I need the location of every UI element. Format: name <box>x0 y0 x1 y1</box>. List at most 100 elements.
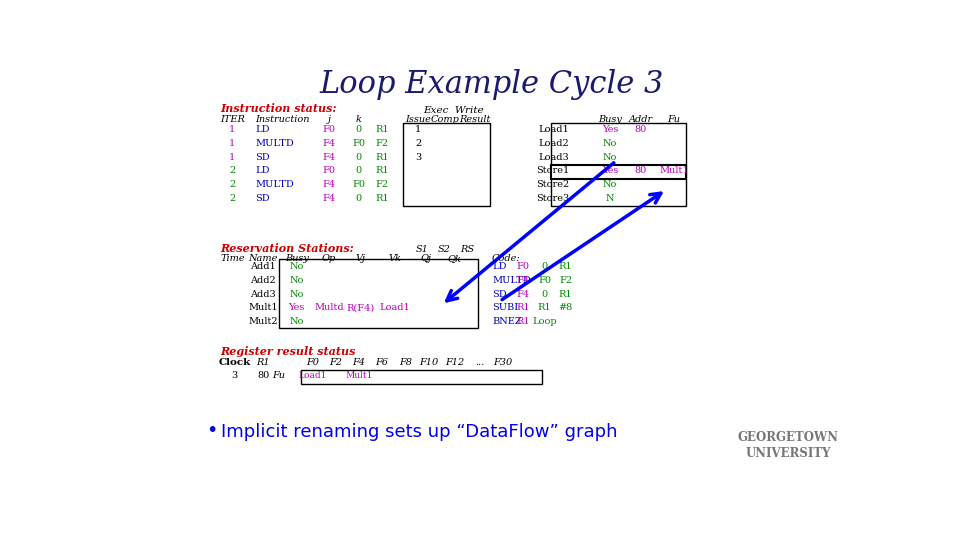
Text: R1: R1 <box>375 125 389 134</box>
Text: 1: 1 <box>229 153 235 161</box>
Text: Yes: Yes <box>602 166 618 176</box>
Text: 0: 0 <box>355 125 362 134</box>
Text: N: N <box>606 194 614 203</box>
FancyArrowPatch shape <box>446 163 613 301</box>
Text: F10: F10 <box>419 358 438 367</box>
Text: 1: 1 <box>416 125 421 134</box>
Text: 2: 2 <box>229 180 235 190</box>
Text: F8: F8 <box>398 358 412 367</box>
Text: Issue: Issue <box>405 115 431 124</box>
Text: F12: F12 <box>445 358 465 367</box>
Text: S1: S1 <box>416 245 429 254</box>
Text: GEORGETOWN
UNIVERSITY: GEORGETOWN UNIVERSITY <box>737 430 838 460</box>
Bar <box>278 259 478 328</box>
Text: No: No <box>290 262 304 271</box>
Text: No: No <box>603 180 617 190</box>
Text: Vj: Vj <box>355 254 365 263</box>
Text: MULTD: MULTD <box>255 139 295 148</box>
Text: Instruction: Instruction <box>255 115 310 124</box>
Text: Name: Name <box>249 254 278 263</box>
Text: No: No <box>603 153 617 161</box>
Text: Code:: Code: <box>492 254 520 263</box>
Text: No: No <box>290 289 304 299</box>
Text: Load1: Load1 <box>539 125 569 134</box>
Text: 0: 0 <box>355 166 362 176</box>
Text: RS: RS <box>460 245 474 254</box>
Text: F4: F4 <box>323 153 336 161</box>
Text: R1: R1 <box>375 194 389 203</box>
Text: F0: F0 <box>305 358 319 367</box>
Text: Add1: Add1 <box>251 262 276 271</box>
Text: 2: 2 <box>229 166 235 176</box>
Text: Time: Time <box>220 254 245 263</box>
Text: 1: 1 <box>229 139 235 148</box>
Text: Add3: Add3 <box>251 289 276 299</box>
Text: F4: F4 <box>352 358 365 367</box>
Text: Op: Op <box>323 254 336 263</box>
Bar <box>551 123 685 206</box>
Text: Multd: Multd <box>315 303 344 313</box>
Text: F4: F4 <box>516 289 530 299</box>
Text: 80: 80 <box>635 166 647 176</box>
Text: F0: F0 <box>323 166 336 176</box>
Text: Qj: Qj <box>420 254 432 263</box>
Text: LD: LD <box>255 125 270 134</box>
Text: Exec  Write: Exec Write <box>423 106 484 114</box>
Text: Clock: Clock <box>219 358 251 367</box>
Text: ...: ... <box>475 358 484 367</box>
Text: k: k <box>356 115 362 124</box>
Text: Implicit renaming sets up “DataFlow” graph: Implicit renaming sets up “DataFlow” gra… <box>221 423 617 441</box>
Text: Load1: Load1 <box>380 303 411 313</box>
Text: Mult2: Mult2 <box>249 318 278 326</box>
Text: F30: F30 <box>493 358 513 367</box>
Bar <box>403 123 491 206</box>
Text: F0: F0 <box>516 262 530 271</box>
Bar <box>551 165 685 179</box>
Text: Reservation Stations:: Reservation Stations: <box>221 244 354 254</box>
Text: MULTD: MULTD <box>255 180 295 190</box>
Text: Instruction status:: Instruction status: <box>221 103 337 114</box>
Text: SUBI: SUBI <box>492 303 518 313</box>
Text: Store1: Store1 <box>537 166 569 176</box>
Text: 1: 1 <box>229 125 235 134</box>
Text: R1: R1 <box>516 303 530 313</box>
Text: Mult1: Mult1 <box>345 372 372 380</box>
Text: Vk: Vk <box>389 254 401 263</box>
Text: Loop Example Cycle 3: Loop Example Cycle 3 <box>320 69 664 100</box>
Text: Add2: Add2 <box>251 276 276 285</box>
Text: 3: 3 <box>231 372 238 380</box>
Text: No: No <box>290 318 304 326</box>
Text: 0: 0 <box>541 262 548 271</box>
Text: Load1: Load1 <box>298 372 326 380</box>
Text: Loop: Loop <box>533 318 557 326</box>
Text: F4: F4 <box>323 139 336 148</box>
Text: F2: F2 <box>375 139 389 148</box>
Text: Register result status: Register result status <box>221 346 356 357</box>
Text: F0: F0 <box>539 276 551 285</box>
Text: Qk: Qk <box>448 254 462 263</box>
Text: F0: F0 <box>352 180 365 190</box>
Text: No: No <box>603 139 617 148</box>
Text: F4: F4 <box>516 276 530 285</box>
Text: R1: R1 <box>559 289 572 299</box>
Text: R1: R1 <box>375 166 389 176</box>
Text: Store2: Store2 <box>537 180 569 190</box>
Text: Fu: Fu <box>667 115 681 124</box>
Text: F2: F2 <box>375 180 389 190</box>
Text: Busy: Busy <box>285 254 308 263</box>
Text: R1: R1 <box>538 303 551 313</box>
Text: Yes: Yes <box>602 125 618 134</box>
Text: 0: 0 <box>355 194 362 203</box>
Text: Store3: Store3 <box>537 194 569 203</box>
Text: Result: Result <box>459 115 491 124</box>
Text: Fu: Fu <box>273 372 285 380</box>
Bar <box>301 370 542 383</box>
Text: S2: S2 <box>438 245 450 254</box>
Text: 0: 0 <box>355 153 362 161</box>
Text: F6: F6 <box>375 358 389 367</box>
Text: Load3: Load3 <box>539 153 569 161</box>
FancyArrowPatch shape <box>502 193 660 300</box>
Text: SD: SD <box>492 289 507 299</box>
Text: 3: 3 <box>416 153 421 161</box>
Text: Busy: Busy <box>598 115 622 124</box>
